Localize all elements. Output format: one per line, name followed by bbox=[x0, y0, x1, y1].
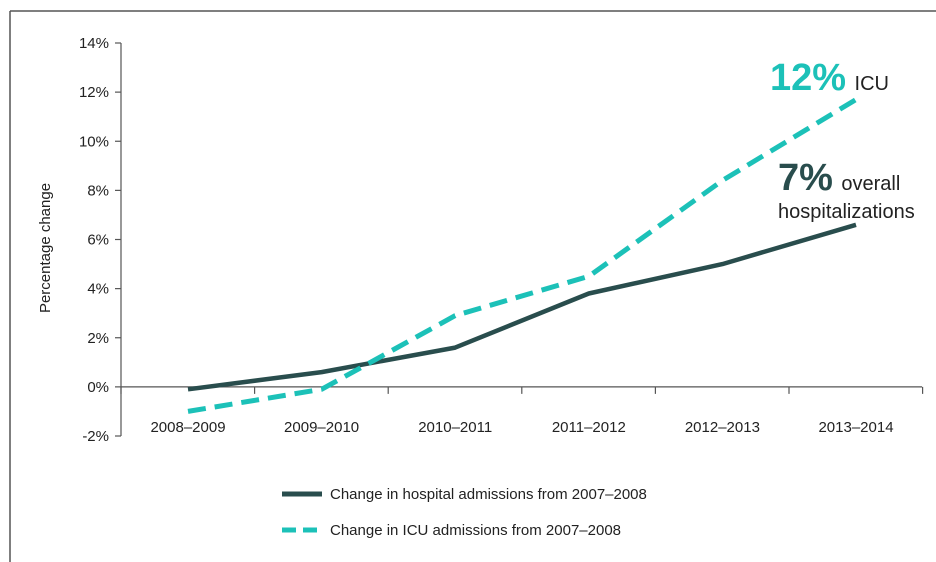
y-axis-title: Percentage change bbox=[37, 183, 54, 313]
annotation-icu-value: 12% bbox=[770, 57, 846, 99]
legend-label-icu: Change in ICU admissions from 2007–2008 bbox=[330, 522, 621, 539]
y-tick-label: 12% bbox=[79, 84, 109, 101]
x-tick-label: 2009–2010 bbox=[284, 419, 359, 436]
annotation-overall-label: overall bbox=[841, 173, 900, 195]
series-line-icu bbox=[187, 97, 858, 414]
y-tick-label: 0% bbox=[87, 379, 109, 396]
x-tick-label: 2010–2011 bbox=[418, 419, 492, 436]
legend-label-hospital: Change in hospital admissions from 2007–… bbox=[330, 486, 647, 503]
y-tick-label: 4% bbox=[87, 281, 109, 298]
y-tick-label: 6% bbox=[87, 232, 109, 249]
y-tick-label: 14% bbox=[79, 35, 109, 52]
y-tick-label: 2% bbox=[87, 330, 109, 347]
annotation-icu-label: ICU bbox=[855, 73, 889, 95]
x-tick-label: 2012–2013 bbox=[685, 419, 760, 436]
annotation-icu: 12% ICU bbox=[770, 57, 889, 99]
legend: Change in hospital admissions from 2007–… bbox=[282, 486, 647, 539]
annotation-overall: 7% overall bbox=[778, 157, 900, 199]
x-tick-label: 2011–2012 bbox=[552, 419, 626, 436]
x-tick-label: 2008–2009 bbox=[150, 419, 225, 436]
annotation-overall-label-line2: hospitalizations bbox=[778, 201, 915, 223]
y-tick-label: 8% bbox=[87, 182, 109, 199]
annotation-overall-value: 7% bbox=[778, 157, 833, 199]
y-tick-label: -2% bbox=[82, 428, 109, 445]
y-tick-label: 10% bbox=[79, 133, 109, 150]
x-tick-label: 2013–2014 bbox=[818, 419, 893, 436]
series-line-hospital bbox=[187, 222, 857, 392]
